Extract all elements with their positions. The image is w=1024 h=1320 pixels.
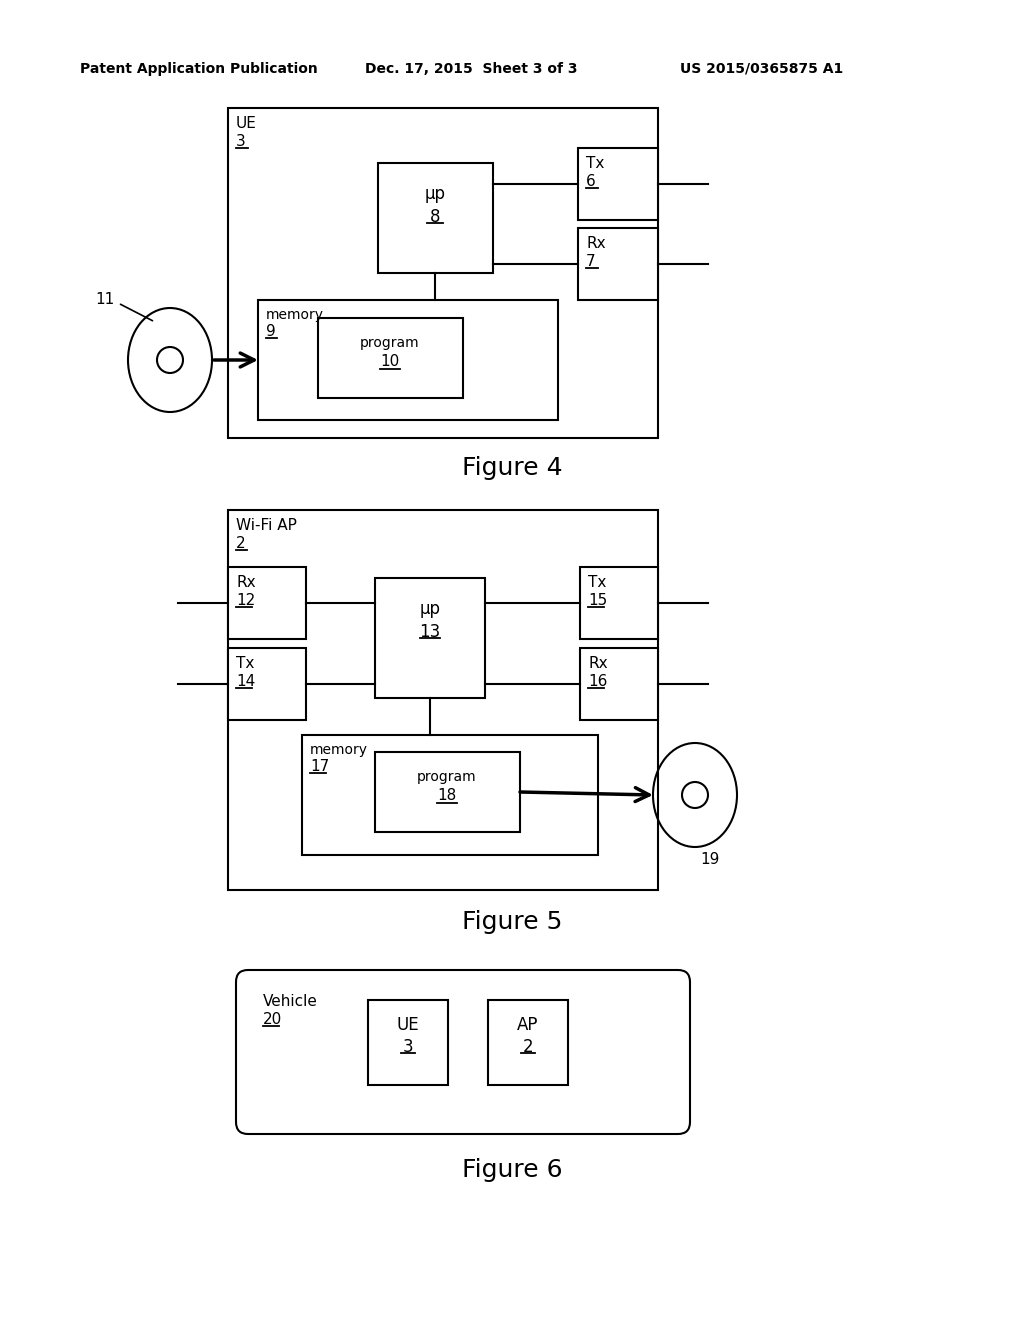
Text: UE: UE — [236, 116, 257, 131]
Text: Tx: Tx — [236, 656, 254, 671]
FancyBboxPatch shape — [236, 970, 690, 1134]
Text: 16: 16 — [588, 675, 607, 689]
Text: Figure 6: Figure 6 — [462, 1158, 562, 1181]
Text: 12: 12 — [236, 593, 255, 609]
Text: 20: 20 — [263, 1012, 283, 1027]
Text: 13: 13 — [420, 623, 440, 642]
Bar — [302, 735, 598, 855]
Bar — [578, 148, 658, 220]
Text: UE: UE — [396, 1016, 419, 1034]
Text: 2: 2 — [236, 536, 246, 550]
Text: 19: 19 — [700, 851, 720, 867]
Bar — [578, 228, 658, 300]
Text: Tx: Tx — [586, 156, 604, 172]
Text: 8: 8 — [430, 209, 440, 226]
Bar — [318, 318, 463, 399]
Text: Figure 4: Figure 4 — [462, 455, 562, 480]
Text: memory: memory — [310, 743, 368, 756]
Text: Patent Application Publication: Patent Application Publication — [80, 62, 317, 77]
Text: program: program — [417, 770, 477, 784]
Bar — [228, 648, 306, 719]
Text: Vehicle: Vehicle — [263, 994, 317, 1008]
Text: Tx: Tx — [588, 576, 606, 590]
Text: 2: 2 — [522, 1038, 534, 1056]
Bar — [368, 1001, 449, 1085]
Bar — [375, 578, 485, 698]
Bar — [378, 162, 493, 273]
Text: 18: 18 — [437, 788, 457, 803]
Text: Rx: Rx — [236, 576, 256, 590]
Text: 3: 3 — [402, 1038, 414, 1056]
Text: 11: 11 — [95, 292, 115, 308]
Text: Wi-Fi AP: Wi-Fi AP — [236, 517, 297, 533]
Text: Rx: Rx — [586, 236, 605, 251]
Text: AP: AP — [517, 1016, 539, 1034]
Text: memory: memory — [266, 308, 324, 322]
Text: 14: 14 — [236, 675, 255, 689]
Text: 15: 15 — [588, 593, 607, 609]
Text: Figure 5: Figure 5 — [462, 909, 562, 935]
Text: 6: 6 — [586, 174, 596, 189]
Bar — [580, 568, 658, 639]
Text: 17: 17 — [310, 759, 330, 774]
Bar — [258, 300, 558, 420]
Text: Rx: Rx — [588, 656, 607, 671]
Text: program: program — [360, 337, 420, 350]
Bar — [580, 648, 658, 719]
Text: 9: 9 — [266, 323, 275, 339]
Text: Dec. 17, 2015  Sheet 3 of 3: Dec. 17, 2015 Sheet 3 of 3 — [365, 62, 578, 77]
Text: μp: μp — [420, 601, 440, 618]
Bar — [228, 568, 306, 639]
Bar — [228, 108, 658, 438]
Text: 7: 7 — [586, 253, 596, 269]
Text: μp: μp — [425, 185, 445, 203]
Bar — [488, 1001, 568, 1085]
Text: 10: 10 — [380, 354, 399, 370]
Text: 3: 3 — [236, 135, 246, 149]
Bar — [375, 752, 520, 832]
Bar — [228, 510, 658, 890]
Text: US 2015/0365875 A1: US 2015/0365875 A1 — [680, 62, 843, 77]
